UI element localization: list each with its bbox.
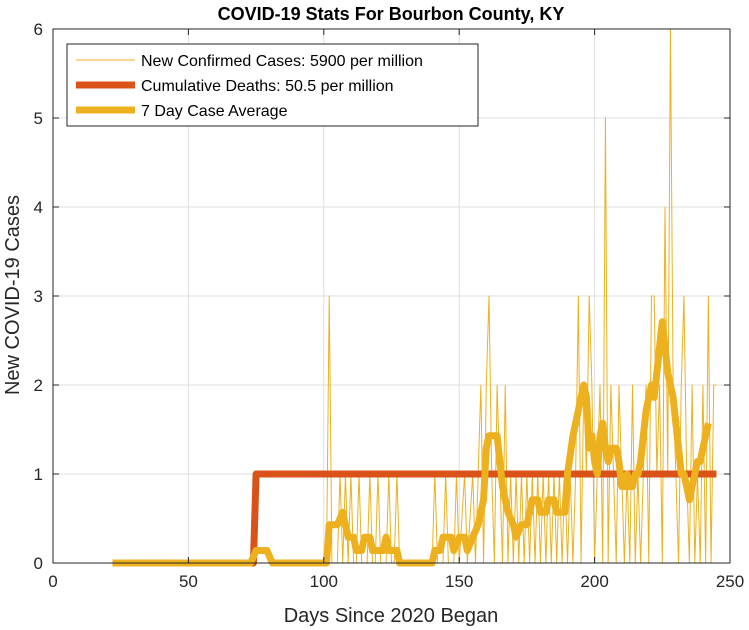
y-tick-label: 1 bbox=[34, 465, 43, 484]
y-tick-label: 0 bbox=[34, 554, 43, 573]
x-tick-label: 0 bbox=[48, 572, 57, 591]
legend-box bbox=[66, 43, 479, 127]
y-tick-label: 2 bbox=[34, 376, 43, 395]
y-tick-label: 4 bbox=[34, 198, 43, 217]
x-tick-label: 100 bbox=[310, 572, 338, 591]
legend-label-deaths: Cumulative Deaths: 50.5 per million bbox=[141, 78, 394, 95]
x-tick-label: 250 bbox=[716, 572, 744, 591]
y-tick-label: 5 bbox=[34, 109, 43, 128]
legend-label-average: 7 Day Case Average bbox=[141, 103, 288, 120]
x-tick-label: 50 bbox=[179, 572, 198, 591]
x-tick-label: 200 bbox=[580, 572, 608, 591]
x-axis-label: Days Since 2020 Began bbox=[284, 605, 499, 627]
legend-label-cases: New Confirmed Cases: 5900 per million bbox=[141, 53, 423, 70]
y-tick-label: 6 bbox=[34, 20, 43, 39]
ticks: 0 50 100 150 200 250 0 1 2 3 4 5 6 bbox=[34, 20, 745, 591]
legend: New Confirmed Cases: 5900 per million Cu… bbox=[66, 43, 479, 127]
y-axis-label: New COVID-19 Cases bbox=[2, 195, 24, 395]
x-tick-label: 150 bbox=[445, 572, 473, 591]
y-tick-label: 3 bbox=[34, 287, 43, 306]
chart-title: COVID-19 Stats For Bourbon County, KY bbox=[218, 4, 565, 24]
series-7-day-average-line bbox=[112, 318, 712, 567]
